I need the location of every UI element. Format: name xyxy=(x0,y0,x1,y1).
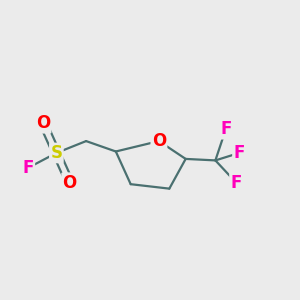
Text: O: O xyxy=(36,114,50,132)
Text: O: O xyxy=(63,174,77,192)
Text: S: S xyxy=(50,144,62,162)
Text: O: O xyxy=(152,132,166,150)
Text: F: F xyxy=(220,120,232,138)
Text: F: F xyxy=(233,144,245,162)
Text: F: F xyxy=(230,174,242,192)
Text: F: F xyxy=(22,159,34,177)
